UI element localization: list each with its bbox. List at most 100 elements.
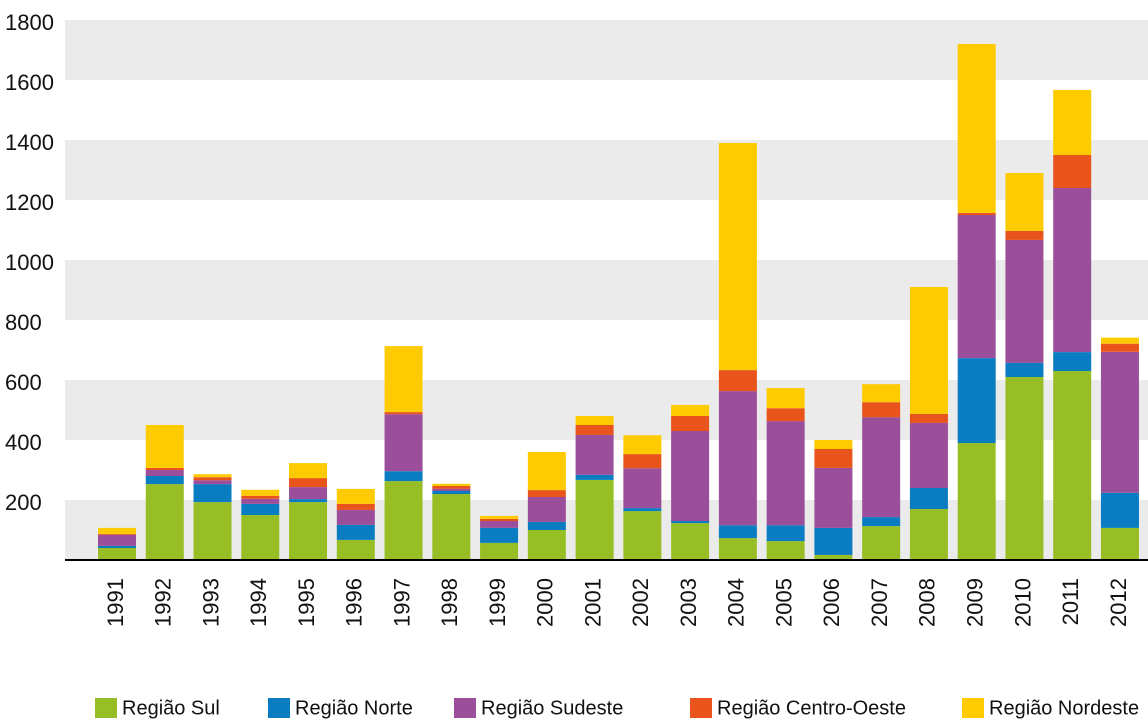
bar-segment bbox=[384, 346, 423, 413]
bar-segment bbox=[862, 384, 901, 403]
y-tick-label: 1200 bbox=[5, 190, 54, 215]
bar-segment bbox=[480, 542, 519, 560]
bar-segment bbox=[480, 515, 519, 519]
x-tick-label: 2001 bbox=[580, 578, 605, 627]
bar-segment bbox=[193, 502, 232, 560]
bar-segment bbox=[384, 471, 423, 482]
bar-segment bbox=[289, 487, 328, 500]
bar-segment bbox=[193, 477, 232, 481]
x-tick-label: 2005 bbox=[771, 578, 796, 627]
x-tick-label: 1996 bbox=[342, 578, 367, 627]
x-tick-label: 2011 bbox=[1058, 578, 1083, 625]
bar-segment bbox=[241, 489, 280, 496]
bar-segment bbox=[766, 541, 805, 560]
bar-segment bbox=[1005, 173, 1044, 231]
bar-segment bbox=[671, 521, 710, 524]
x-tick-label: 1997 bbox=[389, 578, 414, 627]
bar-segment bbox=[862, 526, 901, 560]
x-tick-label: 1993 bbox=[198, 578, 223, 627]
bar-segment bbox=[480, 521, 519, 528]
bar-segment bbox=[527, 530, 566, 560]
bar-segment bbox=[145, 476, 184, 485]
bar-segment bbox=[193, 484, 232, 503]
bar-segment bbox=[1005, 230, 1044, 240]
x-tick-label: 2012 bbox=[1106, 578, 1131, 627]
bar-segment bbox=[718, 143, 757, 371]
y-tick-label: 1600 bbox=[5, 70, 54, 95]
x-tick-label: 2004 bbox=[724, 578, 749, 627]
legend-swatch bbox=[268, 698, 290, 718]
x-tick-label: 1995 bbox=[294, 578, 319, 627]
bar-segment bbox=[575, 425, 614, 435]
x-tick-label: 1998 bbox=[437, 578, 462, 627]
bar-segment bbox=[1100, 351, 1139, 493]
bar-segment bbox=[814, 554, 853, 560]
bar-segment bbox=[814, 467, 853, 528]
bar-segment bbox=[862, 417, 901, 518]
bar-segment bbox=[145, 425, 184, 468]
bar-segment bbox=[384, 412, 423, 415]
bar-segment bbox=[671, 431, 710, 521]
bar-segment bbox=[98, 545, 136, 548]
bar-segment bbox=[718, 525, 757, 539]
bar-segment bbox=[957, 215, 996, 359]
x-tick-label: 1992 bbox=[151, 578, 176, 627]
bar-segment bbox=[766, 525, 805, 542]
bar-segment bbox=[623, 511, 662, 560]
bar-segment bbox=[575, 474, 614, 480]
bar-segment bbox=[814, 440, 853, 449]
bar-segment bbox=[623, 454, 662, 469]
bar-segment bbox=[527, 521, 566, 530]
bar-segment bbox=[98, 534, 136, 546]
bar-segment bbox=[575, 479, 614, 560]
bar-segment bbox=[1100, 343, 1139, 352]
bar-segment bbox=[1005, 239, 1044, 363]
x-tick-label: 2006 bbox=[819, 578, 844, 627]
bar-segment bbox=[98, 533, 136, 535]
x-tick-label: 2008 bbox=[915, 578, 940, 627]
bar-segment bbox=[336, 488, 375, 504]
bar-segment bbox=[909, 422, 948, 488]
bar-segment bbox=[623, 435, 662, 455]
bar-segment bbox=[527, 497, 566, 522]
bar-segment bbox=[957, 44, 996, 213]
bar-segment bbox=[957, 358, 996, 443]
bar-segment bbox=[671, 404, 710, 416]
bar-segment bbox=[432, 491, 471, 494]
bar-segment bbox=[671, 523, 710, 560]
bar-segment bbox=[193, 474, 232, 478]
legend-swatch bbox=[454, 698, 476, 718]
bar-segment bbox=[241, 498, 280, 504]
bar-segment bbox=[145, 467, 184, 470]
x-tick-label: 2009 bbox=[962, 578, 987, 627]
y-tick-label: 1800 bbox=[5, 10, 54, 35]
x-tick-label: 2010 bbox=[1010, 578, 1035, 627]
bar-segment bbox=[1100, 492, 1139, 528]
legend-label: Região Centro-Oeste bbox=[717, 697, 906, 719]
bar-segment bbox=[862, 402, 901, 418]
y-tick-label: 400 bbox=[5, 430, 42, 455]
x-tick-label: 1991 bbox=[103, 578, 128, 627]
bar-segment bbox=[766, 421, 805, 526]
bar-segment bbox=[289, 478, 328, 488]
y-tick-label: 800 bbox=[5, 310, 42, 335]
bar-segment bbox=[623, 508, 662, 512]
legend-label: Região Sul bbox=[122, 697, 220, 719]
x-tick-label: 2003 bbox=[676, 578, 701, 627]
bar-segment bbox=[289, 499, 328, 503]
bar-segment bbox=[432, 483, 471, 486]
y-tick-label: 600 bbox=[5, 370, 42, 395]
bar-segment bbox=[1100, 527, 1139, 560]
bar-segment bbox=[527, 490, 566, 497]
bar-segment bbox=[1005, 362, 1044, 377]
y-tick-label: 1400 bbox=[5, 130, 54, 155]
bar-segment bbox=[957, 443, 996, 560]
x-tick-label: 2002 bbox=[628, 578, 653, 627]
legend-swatch bbox=[690, 698, 712, 718]
bar-segment bbox=[909, 488, 948, 509]
bar-segment bbox=[909, 413, 948, 423]
bar-segment bbox=[862, 517, 901, 527]
bar-segment bbox=[718, 370, 757, 392]
bar-segment bbox=[384, 414, 423, 472]
bar-segment bbox=[575, 434, 614, 475]
